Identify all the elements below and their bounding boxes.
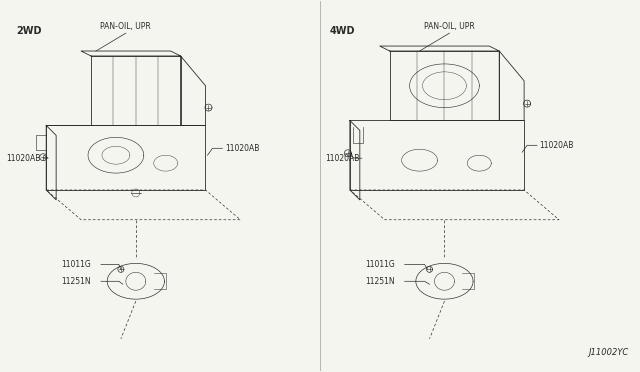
Text: PAN-OIL, UPR: PAN-OIL, UPR: [424, 22, 475, 31]
Text: 2WD: 2WD: [17, 26, 42, 36]
Text: 11011G: 11011G: [61, 260, 91, 269]
Text: 11020AB: 11020AB: [539, 141, 573, 150]
Text: 11011G: 11011G: [365, 260, 394, 269]
Text: 4WD: 4WD: [330, 26, 355, 36]
Text: J11002YC: J11002YC: [588, 348, 628, 357]
Text: 11251N: 11251N: [365, 277, 394, 286]
Text: 11020AB: 11020AB: [325, 154, 359, 163]
Text: 11251N: 11251N: [61, 277, 91, 286]
Text: 11020AB: 11020AB: [225, 144, 260, 153]
Text: PAN-OIL, UPR: PAN-OIL, UPR: [100, 22, 151, 31]
Text: 11020AB: 11020AB: [6, 154, 41, 163]
